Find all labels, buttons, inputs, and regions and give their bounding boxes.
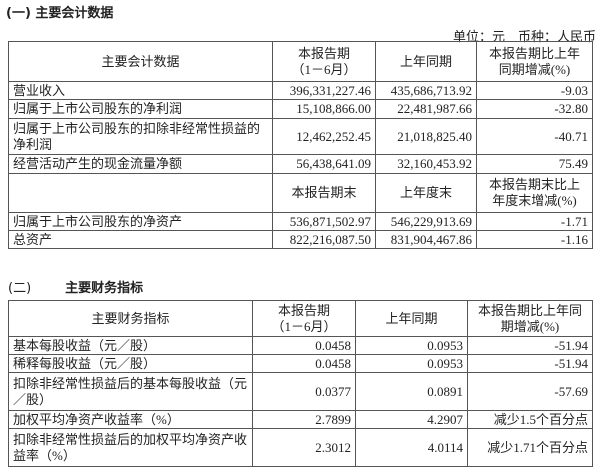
row-label: 营业收入 [8, 81, 273, 100]
header-row: 本报告期末 上年度末 本报告期末比上年度末增减(%) [8, 173, 593, 213]
financial-indicators-table: 主要财务指标 本报告期 （1－6月） 上年同期 本报告期比上年同期增减(%) 基本每股收… [8, 300, 593, 467]
section2-number: (二) [8, 281, 32, 296]
cell-value: 2.7899 [252, 410, 356, 429]
row-label: 归属于上市公司股东的净资产 [8, 212, 273, 231]
cell-value: 831,904,467.86 [375, 230, 477, 249]
cell-value: 0.0377 [252, 372, 356, 411]
cell-value: 15,108,866.00 [272, 99, 376, 119]
cell-value: 32,160,453.92 [375, 154, 477, 174]
cell-value: 0.0458 [252, 336, 356, 355]
column-header: 上年同期 [375, 41, 477, 82]
table-row: 基本每股收益（元／股） 0.0458 0.0953 -51.94 [8, 336, 593, 355]
table-row: 扣除非经常性损益后的基本每股收益（元／股） 0.0377 0.0891 -57.69 [8, 372, 593, 411]
table-row: 营业收入 396,331,227.46 435,686,713.92 -9.03 [8, 81, 593, 100]
row-label: 总资产 [8, 230, 273, 249]
section1-title: (一) 主要会计数据 [6, 6, 114, 21]
table-row: 加权平均净资产收益率（%） 2.7899 4.2907 减少1.5个百分点 [8, 410, 593, 429]
table-row: 归属于上市公司股东的扣除非经常性损益的净利润 12,462,252.45 21,01… [8, 118, 593, 155]
row-label: 经营活动产生的现金流量净额 [8, 154, 273, 174]
cell-value: 减少1.5个百分点 [467, 410, 593, 429]
currency-unit: 单位：元 币种：人民币 [452, 29, 596, 44]
cell-value: 546,229,913.69 [375, 212, 477, 231]
row-label: 归属于上市公司股东的扣除非经常性损益的净利润 [8, 118, 273, 155]
table-row: 总资产 822,216,087.50 831,904,467.86 -1.16 [8, 230, 593, 249]
column-header: 本报告期 （1－6月） [252, 300, 356, 337]
row-label: 扣除非经常性损益后的加权平均净资产收益率（%） [8, 428, 253, 467]
accounting-data-table: 主要会计数据 本报告期 （1－6月） 上年同期 本报告期比上年同期增减(%) 营业收入 3… [8, 41, 593, 249]
cell-value: 56,438,641.09 [272, 154, 376, 174]
cell-value: -40.71 [476, 118, 593, 155]
cell-value: 435,686,713.92 [375, 81, 477, 100]
cell-value: 4.2907 [355, 410, 468, 429]
table-row: 扣除非经常性损益后的加权平均净资产收益率（%） 2.3012 4.0114 减少1.7… [8, 428, 593, 467]
cell-value: 4.0114 [355, 428, 468, 467]
column-header: 上年度末 [375, 173, 477, 213]
header-row: 主要会计数据 本报告期 （1－6月） 上年同期 本报告期比上年同期增减(%) [8, 41, 593, 82]
cell-value: 75.49 [476, 154, 593, 174]
column-header: 本报告期末 [272, 173, 376, 213]
cell-value: -1.16 [476, 230, 593, 249]
cell-value: 22,481,987.66 [375, 99, 477, 119]
column-header: 本报告期比上年同期增减(%) [467, 300, 593, 337]
column-header: 主要会计数据 [8, 41, 273, 82]
section2-title: (二) 主要财务指标 [8, 277, 143, 296]
column-header: 本报告期末比上年度末增减(%) [476, 173, 593, 213]
table-row: 稀释每股收益（元／股） 0.0458 0.0953 -51.94 [8, 354, 593, 373]
cell-value: 396,331,227.46 [272, 81, 376, 100]
table-row: 经营活动产生的现金流量净额 56,438,641.09 32,160,453.92 7… [8, 154, 593, 174]
cell-value: -51.94 [467, 354, 593, 373]
table-row: 归属于上市公司股东的净利润 15,108,866.00 22,481,987.66-… [8, 99, 593, 119]
cell-value: -32.80 [476, 99, 593, 119]
table-row: 归属于上市公司股东的净资产 536,871,502.97 546,229,913.6… [8, 212, 593, 231]
row-label: 加权平均净资产收益率（%） [8, 410, 253, 429]
row-label: 扣除非经常性损益后的基本每股收益（元／股） [8, 372, 253, 411]
row-label: 归属于上市公司股东的净利润 [8, 99, 273, 119]
cell-value: 822,216,087.50 [272, 230, 376, 249]
cell-value: -57.69 [467, 372, 593, 411]
cell-value: 减少1.71个百分点 [467, 428, 593, 467]
column-header: 上年同期 [355, 300, 468, 337]
section2-heading: 主要财务指标 [65, 281, 144, 296]
row-label: 稀释每股收益（元／股） [8, 354, 253, 373]
cell-value: 0.0953 [355, 354, 468, 373]
cell-value: 21,018,825.40 [375, 118, 477, 155]
cell-value: 0.0891 [355, 372, 468, 411]
column-header: 本报告期 （1－6月） [272, 41, 376, 82]
cell-value: 2.3012 [252, 428, 356, 467]
cell-value: 12,462,252.45 [272, 118, 376, 155]
cell-value: -51.94 [467, 336, 593, 355]
column-header [8, 173, 273, 213]
cell-value: 0.0458 [252, 354, 356, 373]
cell-value: -9.03 [476, 81, 593, 100]
cell-value: 536,871,502.97 [272, 212, 376, 231]
cell-value: 0.0953 [355, 336, 468, 355]
column-header: 主要财务指标 [8, 300, 253, 337]
column-header: 本报告期比上年同期增减(%) [476, 41, 593, 82]
row-label: 基本每股收益（元／股） [8, 336, 253, 355]
header-row: 主要财务指标 本报告期 （1－6月） 上年同期 本报告期比上年同期增减(%) [8, 300, 593, 337]
cell-value: -1.71 [476, 212, 593, 231]
